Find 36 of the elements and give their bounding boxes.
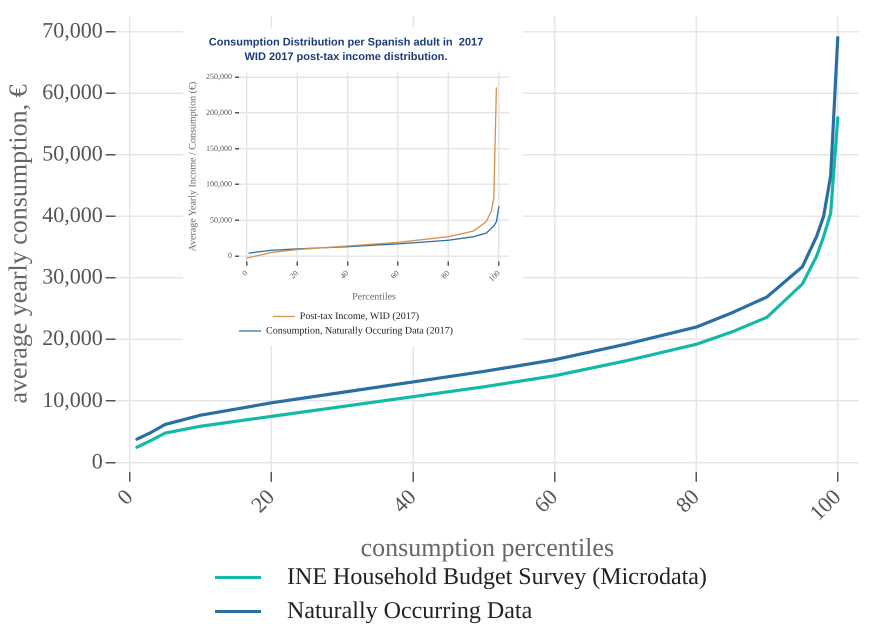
y-tick-label: 60,000: [42, 78, 103, 104]
x-axis-title: Percentiles: [352, 292, 396, 303]
legend-label: Naturally Occurring Data: [287, 598, 532, 624]
y-tick-label: 250,000: [206, 72, 232, 82]
y-tick-label: 70,000: [42, 17, 103, 42]
y-tick-label: 20,000: [42, 325, 103, 350]
x-tick-label: 0: [240, 268, 250, 278]
x-tick-label: 0: [112, 484, 138, 510]
x-tick-label: 60: [528, 484, 562, 518]
legend-label: Consumption, Naturally Occuring Data (2017): [266, 326, 453, 337]
y-tick-label: 40,000: [42, 202, 103, 228]
y-tick-label: 100,000: [206, 180, 232, 189]
x-tick-label: 80: [439, 268, 452, 281]
y-tick-label: 30,000: [42, 264, 103, 289]
y-tick-label: 0: [228, 251, 232, 260]
x-tick-label: 40: [387, 484, 421, 518]
x-tick-label: 20: [288, 268, 300, 281]
x-tick-label: 20: [246, 484, 280, 518]
chart-title: Consumption Distribution per Spanish adult in 2017: [208, 36, 484, 49]
x-tick-label: 100: [486, 268, 502, 284]
y-tick-label: 50,000: [42, 140, 103, 166]
y-axis-title: average yearly consumption, €: [3, 84, 32, 404]
y-tick-label: 10,000: [42, 386, 103, 412]
x-tick-label: 100: [804, 484, 846, 526]
y-tick-label: 50,000: [210, 215, 232, 224]
y-tick-label: 150,000: [206, 144, 232, 153]
chart-subtitle: WID 2017 post-tax income distribution.: [244, 50, 448, 63]
y-axis-title: Average Yearly Income / Consumption (€): [188, 82, 199, 252]
x-tick-label: 40: [338, 268, 350, 281]
legend-label: Post-tax Income, WID (2017): [300, 311, 420, 322]
y-tick-label: 0: [92, 448, 103, 474]
x-axis-title: consumption percentiles: [360, 533, 614, 562]
x-tick-label: 80: [670, 484, 704, 518]
x-tick-label: 60: [388, 268, 401, 281]
legend-label: INE Household Budget Survey (Microdata): [287, 564, 707, 590]
y-tick-label: 200,000: [206, 108, 232, 117]
